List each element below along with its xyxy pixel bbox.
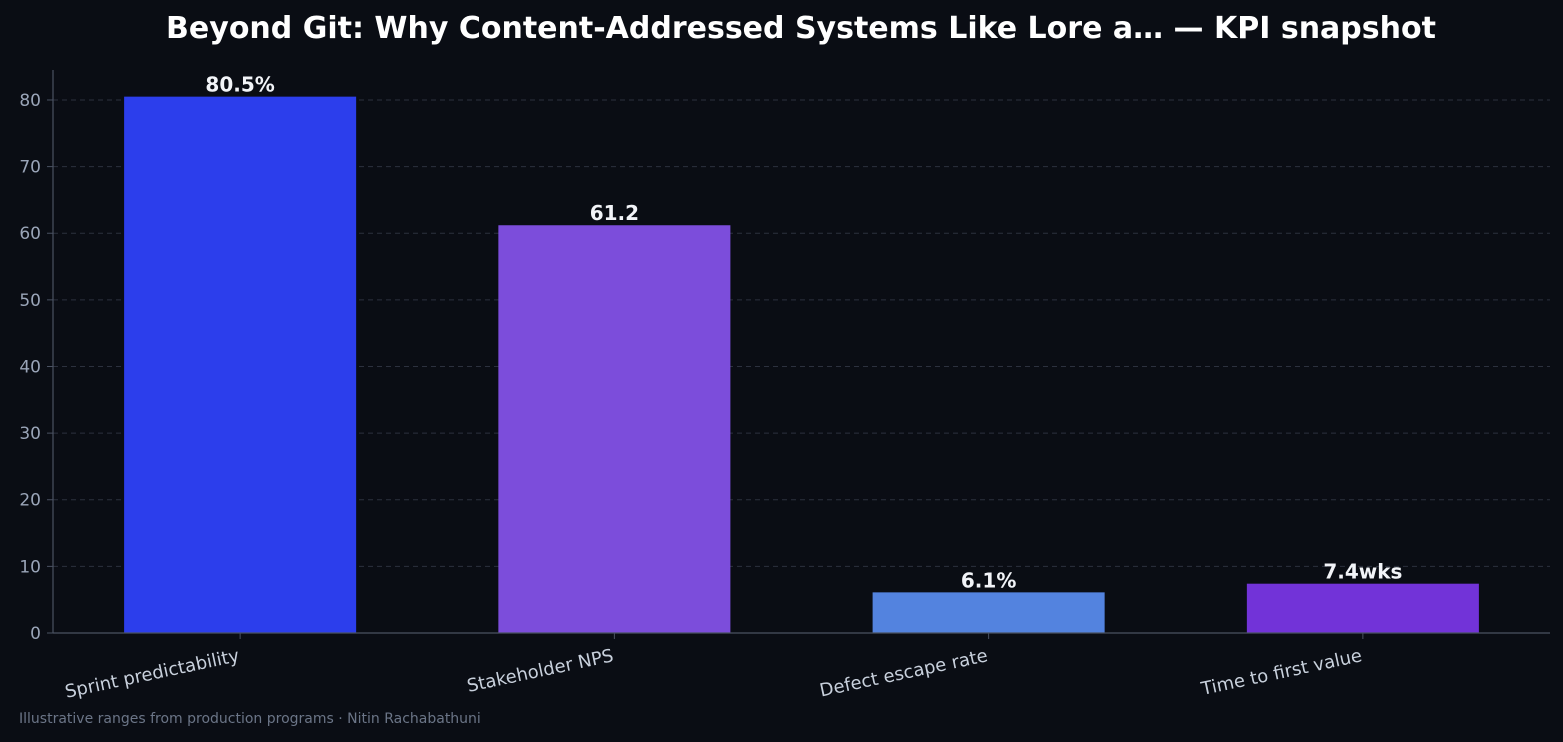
bar [498, 225, 731, 633]
y-tick-label: 10 [19, 557, 41, 577]
x-category-label: Sprint predictability [63, 645, 241, 703]
bar-value-label: 61.2 [590, 201, 639, 225]
y-tick-label: 30 [19, 424, 41, 444]
bar [124, 96, 357, 634]
y-tick-label: 0 [30, 624, 41, 644]
bars [124, 96, 1479, 634]
x-category-label: Time to first value [1199, 645, 1364, 700]
bar [872, 592, 1105, 633]
data-labels: 80.5% 61.2 6.1% 7.4wks [205, 73, 1402, 593]
y-tick-label: 70 [19, 158, 41, 178]
bar [1246, 583, 1479, 633]
y-tick-label: 20 [19, 491, 41, 511]
y-tick-label: 60 [19, 224, 41, 244]
y-tick-label: 50 [19, 291, 41, 311]
x-category-label: Stakeholder NPS [465, 645, 615, 697]
x-category-label: Defect escape rate [818, 645, 990, 701]
grid-lines [53, 99, 1550, 567]
y-tick-label: 40 [19, 357, 41, 377]
y-tick-label: 80 [19, 91, 41, 111]
footnote: Illustrative ranges from production prog… [19, 711, 481, 727]
chart-title: Beyond Git: Why Content-Addressed System… [166, 11, 1436, 46]
bar-value-label: 80.5% [205, 73, 274, 97]
bar-value-label: 7.4wks [1323, 560, 1402, 584]
bar-value-label: 6.1% [961, 568, 1016, 592]
